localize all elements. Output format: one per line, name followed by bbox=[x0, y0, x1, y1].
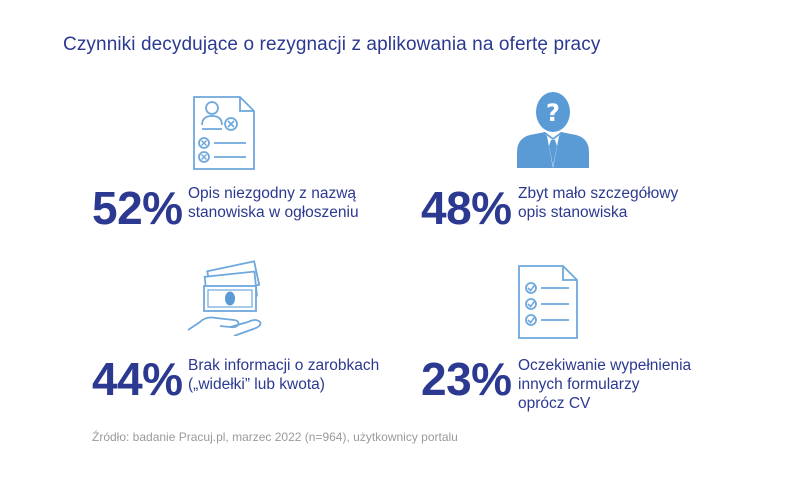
stat-description: Opis niezgodny z nazwą stanowiska w ogło… bbox=[188, 185, 359, 221]
chart-title: Czynniki decydujące o rezygnacji z aplik… bbox=[63, 34, 601, 55]
money-hand-icon bbox=[187, 260, 262, 336]
stat-description: Oczekiwanie wypełnienia innych formularz… bbox=[518, 357, 692, 412]
stat-value: 52% bbox=[92, 182, 183, 234]
stat-value: 48% bbox=[421, 182, 512, 234]
stat-value: 44% bbox=[92, 353, 183, 405]
svg-text:?: ? bbox=[546, 99, 560, 127]
stat-description: Brak informacji o zarobkach („widełki” l… bbox=[188, 357, 380, 393]
question-person-icon: ? bbox=[517, 92, 589, 168]
stat-description: Zbyt mało szczegółowy opis stanowiska bbox=[518, 185, 679, 221]
checklist-document-icon bbox=[518, 265, 578, 339]
stat-value: 23% bbox=[421, 353, 512, 405]
source-note: Źródło: badanie Pracuj.pl, marzec 2022 (… bbox=[92, 430, 458, 444]
document-profile-icon bbox=[193, 96, 255, 170]
